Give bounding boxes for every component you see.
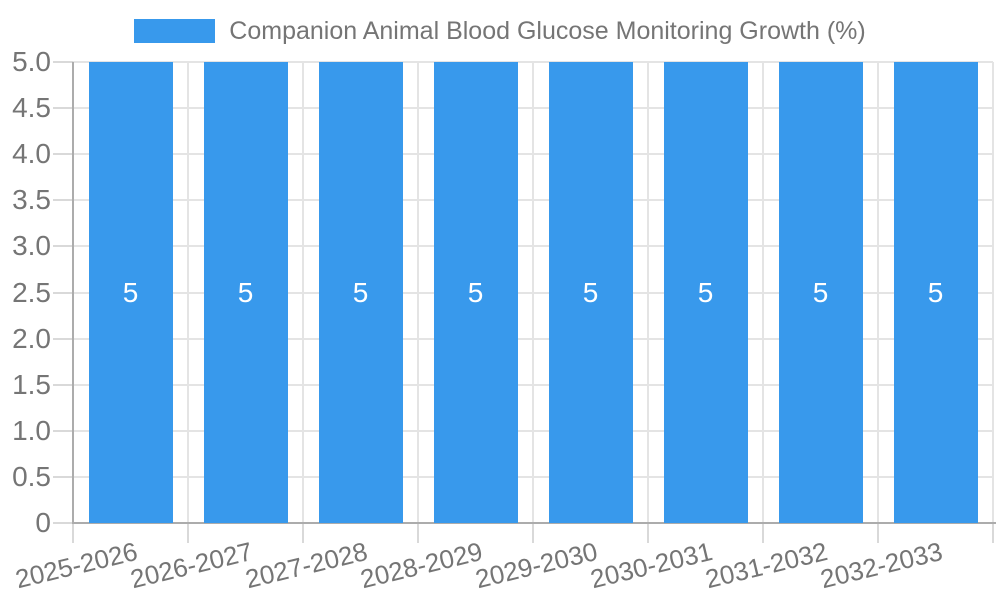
y-axis-tick [53,475,73,478]
x-axis-line [72,522,996,524]
x-axis-tick [992,523,994,543]
x-axis-label: 2030-2031 [587,536,716,595]
y-axis-label: 1.5 [12,368,51,400]
bar [203,62,288,523]
bar [778,62,863,523]
y-axis-label: 3.0 [12,230,51,262]
y-axis-label: 3.5 [12,184,51,216]
bar-value-label: 5 [467,276,484,308]
x-axis-label: 2027-2028 [242,536,371,595]
y-axis-label: 5.0 [12,46,51,77]
x-axis-label: 2031-2032 [702,536,831,595]
v-gridline [762,62,764,523]
x-axis-label: 2029-2030 [472,536,601,595]
x-axis-tick [647,523,649,543]
y-axis-tick [53,245,73,248]
bar [433,62,518,523]
y-axis-label: 0.5 [12,460,51,492]
bar-value-label: 5 [237,276,254,308]
legend-swatch [134,19,216,43]
bar [893,62,978,523]
y-axis-tick [53,199,73,202]
x-axis-tick [417,523,419,543]
v-gridline [532,62,534,523]
x-axis-label: 2032-2033 [817,536,946,595]
y-axis-tick [53,61,73,63]
x-axis-tick [72,523,74,543]
y-axis-tick [53,107,73,110]
x-axis-tick [302,523,304,543]
legend[interactable]: Companion Animal Blood Glucose Monitorin… [0,16,1000,46]
y-axis-tick [53,429,73,432]
x-axis-tick [187,523,189,543]
bar [318,62,403,523]
y-axis-tick [53,291,73,294]
bar-value-label: 5 [927,276,944,308]
y-axis-label: 2.0 [12,322,51,354]
y-axis-label: 0 [35,507,51,538]
x-axis-tick [762,523,764,543]
y-axis-tick [53,522,73,524]
x-axis-label: 2026-2027 [127,536,256,595]
y-axis-label: 2.5 [12,276,51,308]
bar-value-label: 5 [122,276,139,308]
bar-value-label: 5 [582,276,599,308]
y-axis-label: 4.5 [12,92,51,124]
v-gridline [187,62,189,523]
y-axis-label: 1.0 [12,414,51,446]
y-axis-tick [53,337,73,340]
y-axis-label: 4.0 [12,138,51,170]
bar [548,62,633,523]
x-axis-label: 2028-2029 [357,536,486,595]
bar [663,62,748,523]
bar-value-label: 5 [352,276,369,308]
x-axis-tick [877,523,879,543]
legend-label: Companion Animal Blood Glucose Monitorin… [229,17,866,45]
y-axis-tick [53,383,73,386]
y-axis-line [72,62,74,523]
bar-value-label: 5 [697,276,714,308]
v-gridline [302,62,304,523]
v-gridline [877,62,879,523]
bar-value-label: 5 [812,276,829,308]
v-gridline [647,62,649,523]
x-axis-tick [532,523,534,543]
y-axis-tick [53,153,73,156]
v-gridline [992,62,994,523]
x-axis-label: 2025-2026 [12,536,141,595]
bar [88,62,173,523]
v-gridline [417,62,419,523]
